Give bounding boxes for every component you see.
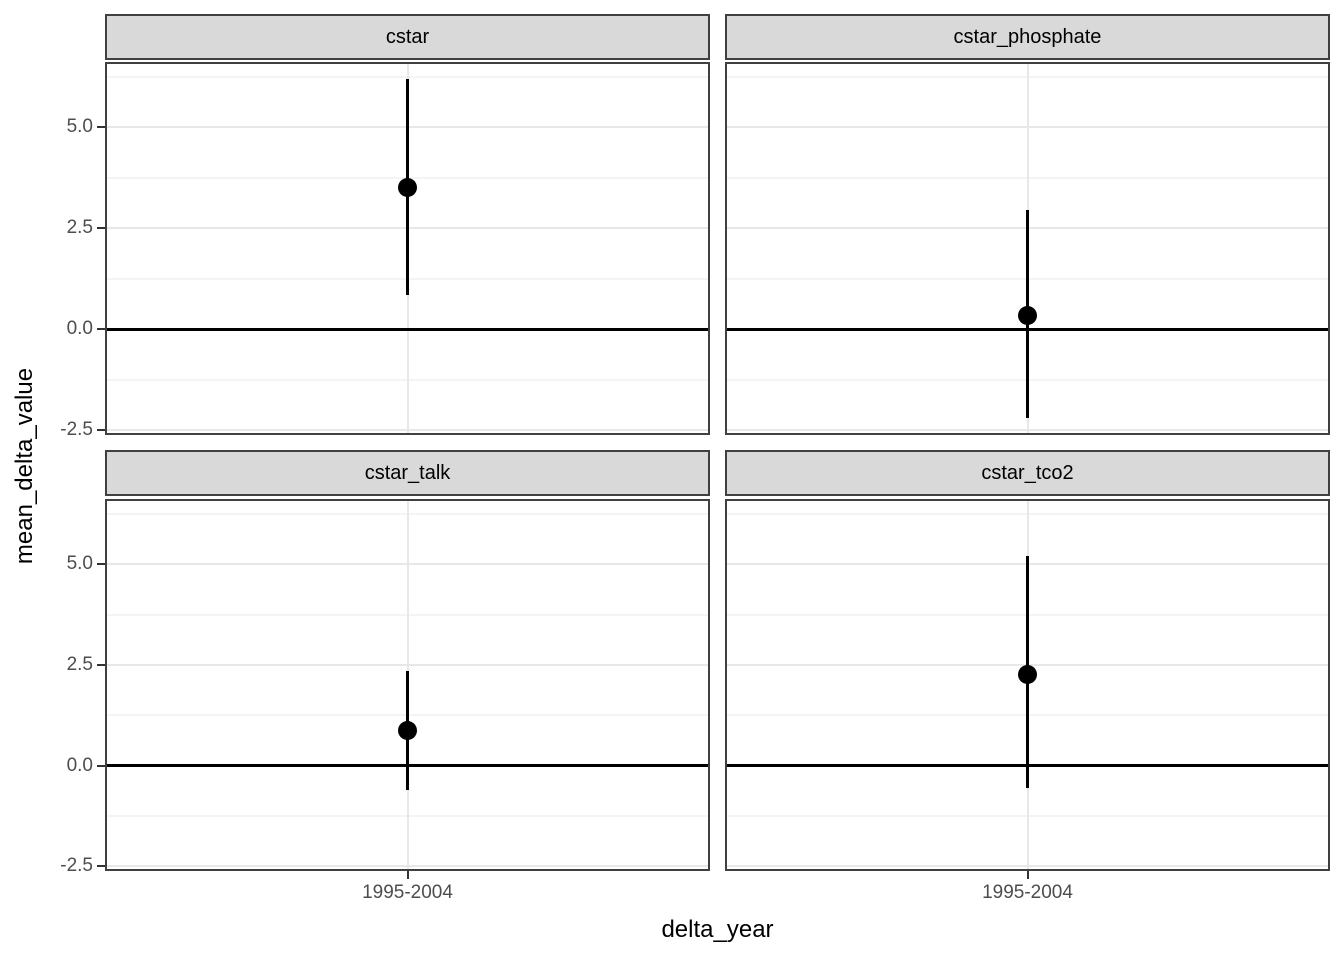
panel-area [725,62,1330,435]
facet-cstar_phosphate: cstar_phosphate [725,14,1330,435]
facet-strip: cstar [105,14,710,60]
y-tick-label: -2.5 [60,419,93,441]
facet-strip: cstar_tco2 [725,450,1330,496]
y-tick-mark [97,563,105,566]
panel-area [725,499,1330,871]
panel-area [105,499,710,871]
panel-area [105,62,710,435]
facet-cstar_talk: cstar_talk [105,450,710,871]
zero-reference-line [107,327,708,331]
facet-strip-label: cstar_phosphate [953,25,1102,48]
facet-cstar: cstar [105,14,710,435]
y-tick-label: 2.5 [66,653,93,675]
y-tick-label: 5.0 [66,553,93,575]
x-tick-label: 1995-2004 [362,882,453,903]
facet-strip-label: cstar_talk [364,461,451,484]
y-tick-label: 0.0 [66,318,93,340]
y-tick-label: -2.5 [60,855,93,877]
point-estimate-marker [398,178,417,198]
facet-cstar_tco2: cstar_tco2 [725,450,1330,871]
facet-strip-label: cstar [385,25,430,48]
x-tick-label: 1995-2004 [982,882,1073,903]
y-tick-label: 0.0 [66,754,93,776]
y-axis-title: mean_delta_value [11,367,38,565]
y-tick-mark [97,764,105,767]
point-estimate-marker [398,720,417,740]
facet-strip: cstar_phosphate [725,14,1330,60]
y-tick-mark [97,865,105,868]
x-tick-mark [1026,871,1029,879]
x-axis-title: delta_year [661,916,774,943]
y-tick-mark [97,227,105,230]
y-tick-mark [97,429,105,432]
point-estimate-marker [1018,305,1037,325]
x-tick-mark [406,871,409,879]
y-tick-mark [97,663,105,666]
y-tick-mark [97,126,105,129]
facet-strip-label: cstar_tco2 [981,461,1074,484]
point-estimate-marker [1018,665,1037,685]
facet-strip: cstar_talk [105,450,710,496]
y-tick-label: 5.0 [66,116,93,138]
y-tick-label: 2.5 [66,217,93,239]
y-tick-mark [97,328,105,331]
